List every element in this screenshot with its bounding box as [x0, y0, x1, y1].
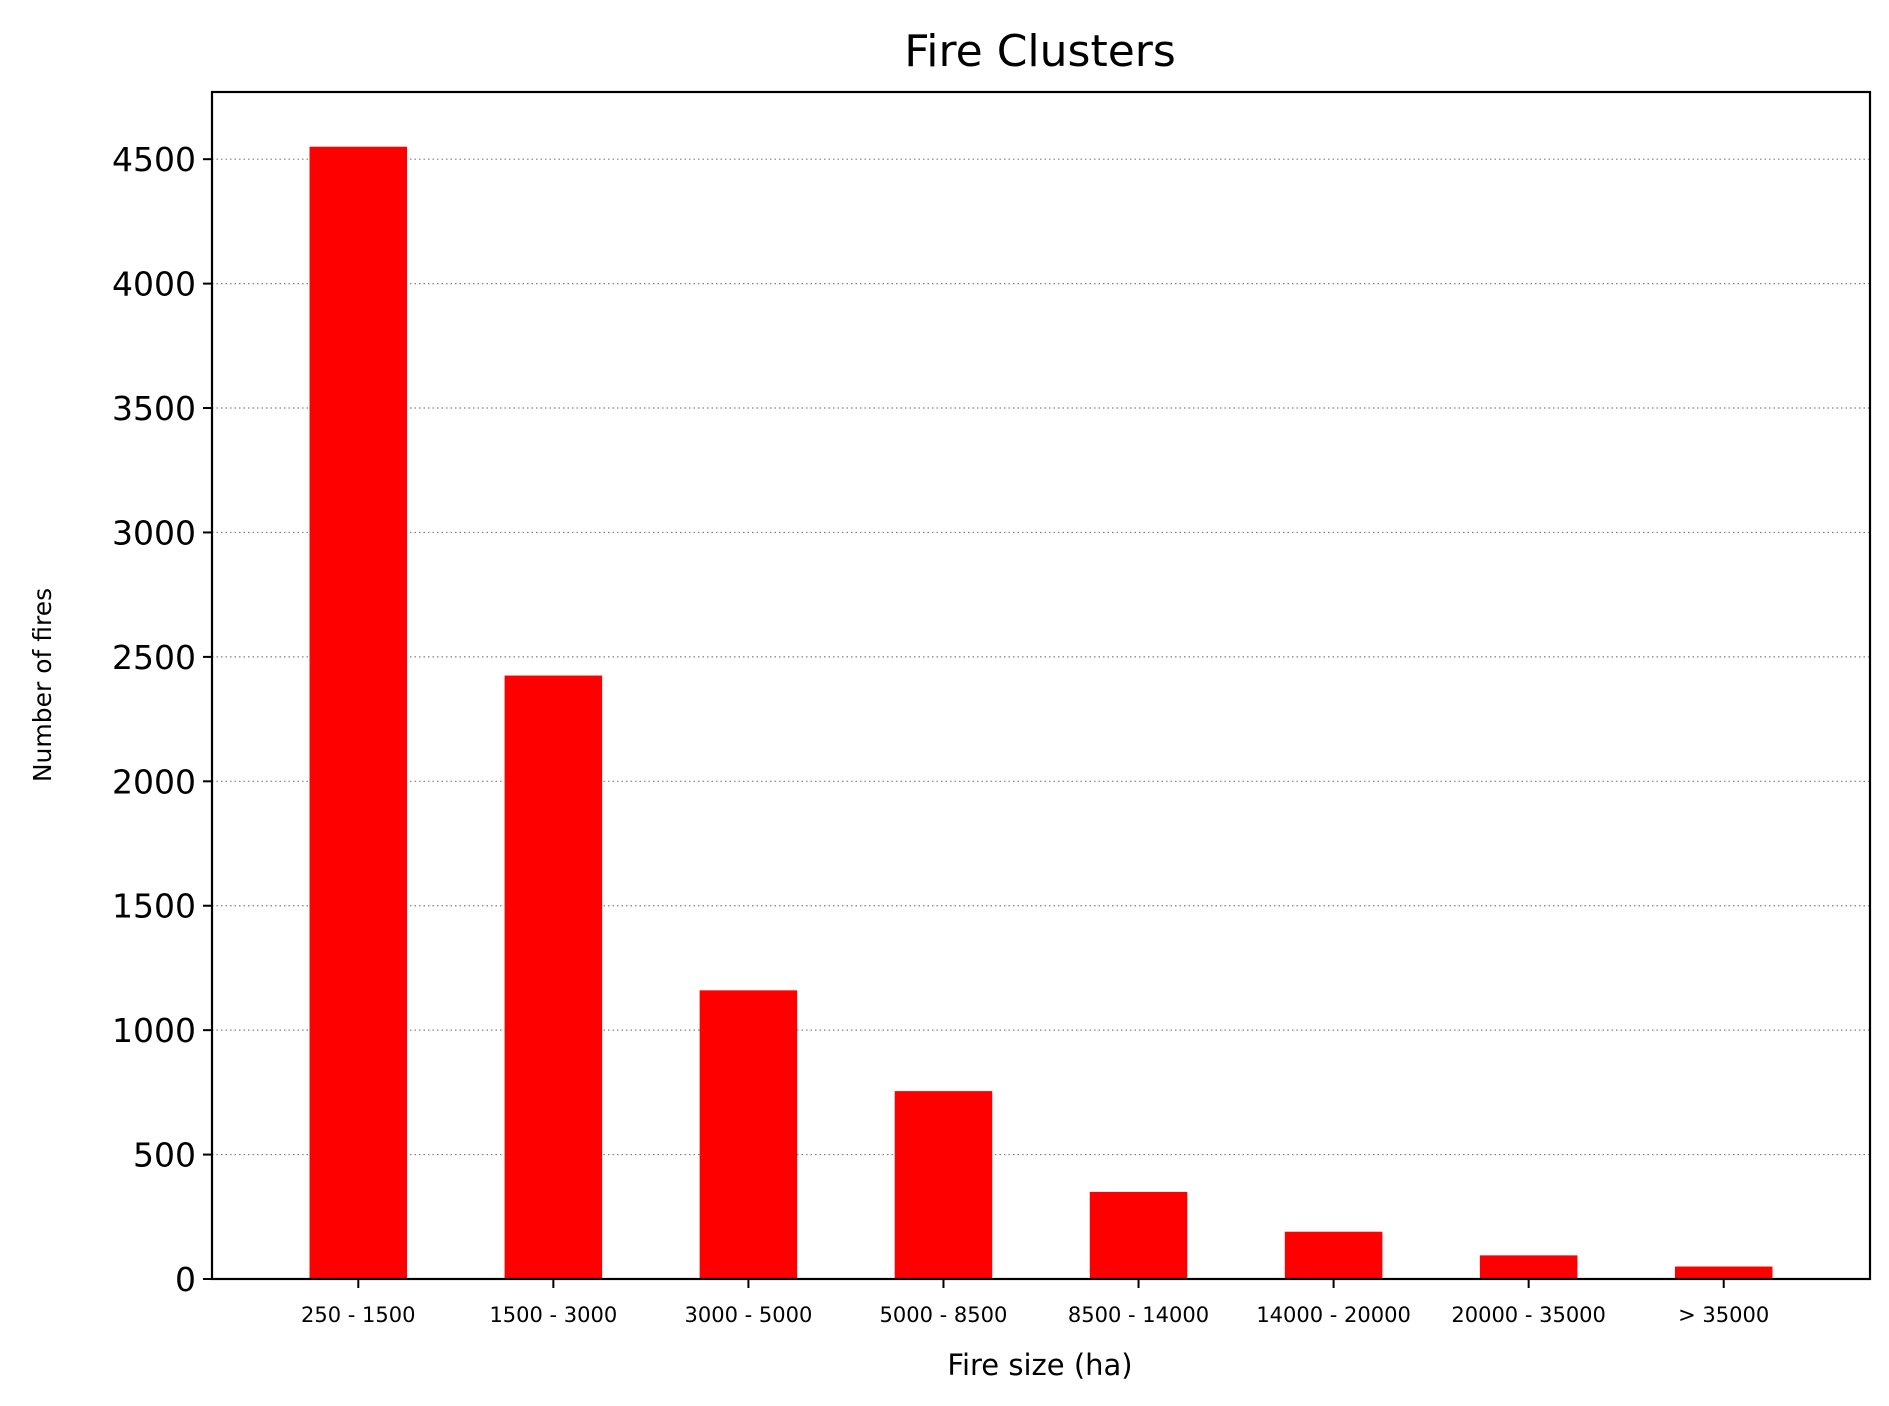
x-tick-label: 14000 - 20000: [1256, 1303, 1411, 1327]
x-tick-label: > 35000: [1678, 1303, 1769, 1327]
x-tick-label: 8500 - 14000: [1068, 1303, 1209, 1327]
bar: [309, 146, 408, 1279]
y-tick-label: 4000: [112, 265, 196, 304]
bar: [1284, 1231, 1383, 1279]
x-tick-label: 5000 - 8500: [880, 1303, 1008, 1327]
y-tick-label: 2500: [112, 638, 196, 677]
bar: [894, 1091, 993, 1279]
y-tick-label: 1000: [112, 1011, 196, 1050]
x-tick-label: 20000 - 35000: [1451, 1303, 1606, 1327]
x-tick-label: 1500 - 3000: [489, 1303, 617, 1327]
x-tick-label: 3000 - 5000: [684, 1303, 812, 1327]
x-axis-label: Fire size (ha): [947, 1348, 1132, 1382]
bar: [504, 675, 603, 1279]
y-axis: 0 500 1000 1500 2000 2500 3000 3500 4000 4500: [112, 140, 212, 1299]
y-tick-label: 0: [175, 1260, 196, 1299]
y-tick-label: 500: [133, 1136, 196, 1175]
y-tick-label: 1500: [112, 887, 196, 926]
bar: [1479, 1255, 1578, 1279]
x-axis: 250 - 1500 1500 - 3000 3000 - 5000 5000 - 8…: [301, 1279, 1769, 1327]
y-tick-label: 3000: [112, 513, 196, 552]
plot-frame: [210, 90, 1872, 1281]
grid-lines: [212, 158, 1870, 1156]
bar: [1674, 1266, 1773, 1279]
bar: [699, 990, 798, 1279]
y-axis-label: Number of fires: [28, 588, 57, 782]
bars: [309, 146, 1773, 1279]
y-tick-label: 2000: [112, 762, 196, 801]
bar: [1089, 1191, 1188, 1279]
x-tick-label: 250 - 1500: [301, 1303, 415, 1327]
y-tick-label: 3500: [112, 389, 196, 428]
chart-title: Fire Clusters: [904, 26, 1176, 77]
y-tick-label: 4500: [112, 140, 196, 179]
